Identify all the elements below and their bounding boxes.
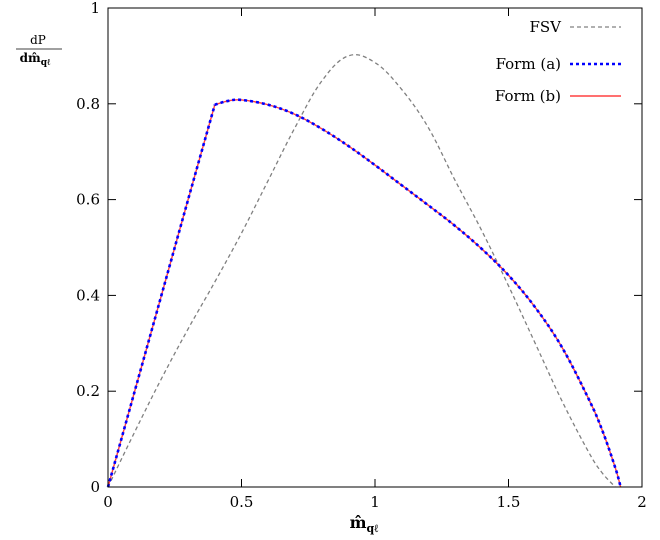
x-axis-title-main: m̂ bbox=[350, 513, 367, 532]
series-line-form-a bbox=[106, 104, 217, 488]
legend-label-fsv: FSV bbox=[529, 18, 562, 36]
series-line-form-b bbox=[214, 99, 622, 488]
x-axis-title: m̂qℓ bbox=[350, 513, 380, 535]
legend: FSV Form (a) Form (b) bbox=[495, 18, 621, 105]
y-tick-label: 0.8 bbox=[76, 95, 100, 113]
legend-label-form-b: Form (b) bbox=[495, 87, 561, 105]
x-tick-label: 1 bbox=[370, 493, 380, 511]
ticks-layer: 0 0.5 1 1.5 2 0 0.2 0.4 0.6 0.8 1 bbox=[76, 0, 647, 511]
y-axis-title: dP dm̂qℓ bbox=[16, 33, 62, 68]
x-axis-title-subscript: qℓ bbox=[367, 522, 380, 535]
series-line-fsv bbox=[107, 54, 616, 488]
x-tick-label: 2 bbox=[637, 493, 647, 511]
y-axis-title-numerator: dP bbox=[30, 33, 46, 47]
y-tick-label: 0.2 bbox=[76, 382, 100, 400]
legend-label-form-a: Form (a) bbox=[496, 55, 561, 73]
series-line-form-a bbox=[214, 98, 622, 488]
y-tick-label: 0 bbox=[90, 478, 100, 496]
y-axis-title-denominator: dm̂ bbox=[20, 51, 41, 65]
x-tick-label: 0 bbox=[103, 493, 113, 511]
svg-text:dm̂qℓ: dm̂qℓ bbox=[20, 51, 51, 68]
series-layer bbox=[106, 54, 622, 488]
x-tick-label: 1.5 bbox=[497, 493, 521, 511]
y-tick-label: 0.4 bbox=[76, 286, 100, 304]
y-tick-label: 1 bbox=[90, 0, 100, 17]
y-axis-title-denominator-subscript: qℓ bbox=[41, 58, 51, 68]
plot-frame bbox=[107, 7, 643, 488]
y-tick-label: 0.6 bbox=[76, 191, 100, 209]
x-tick-label: 0.5 bbox=[230, 493, 254, 511]
